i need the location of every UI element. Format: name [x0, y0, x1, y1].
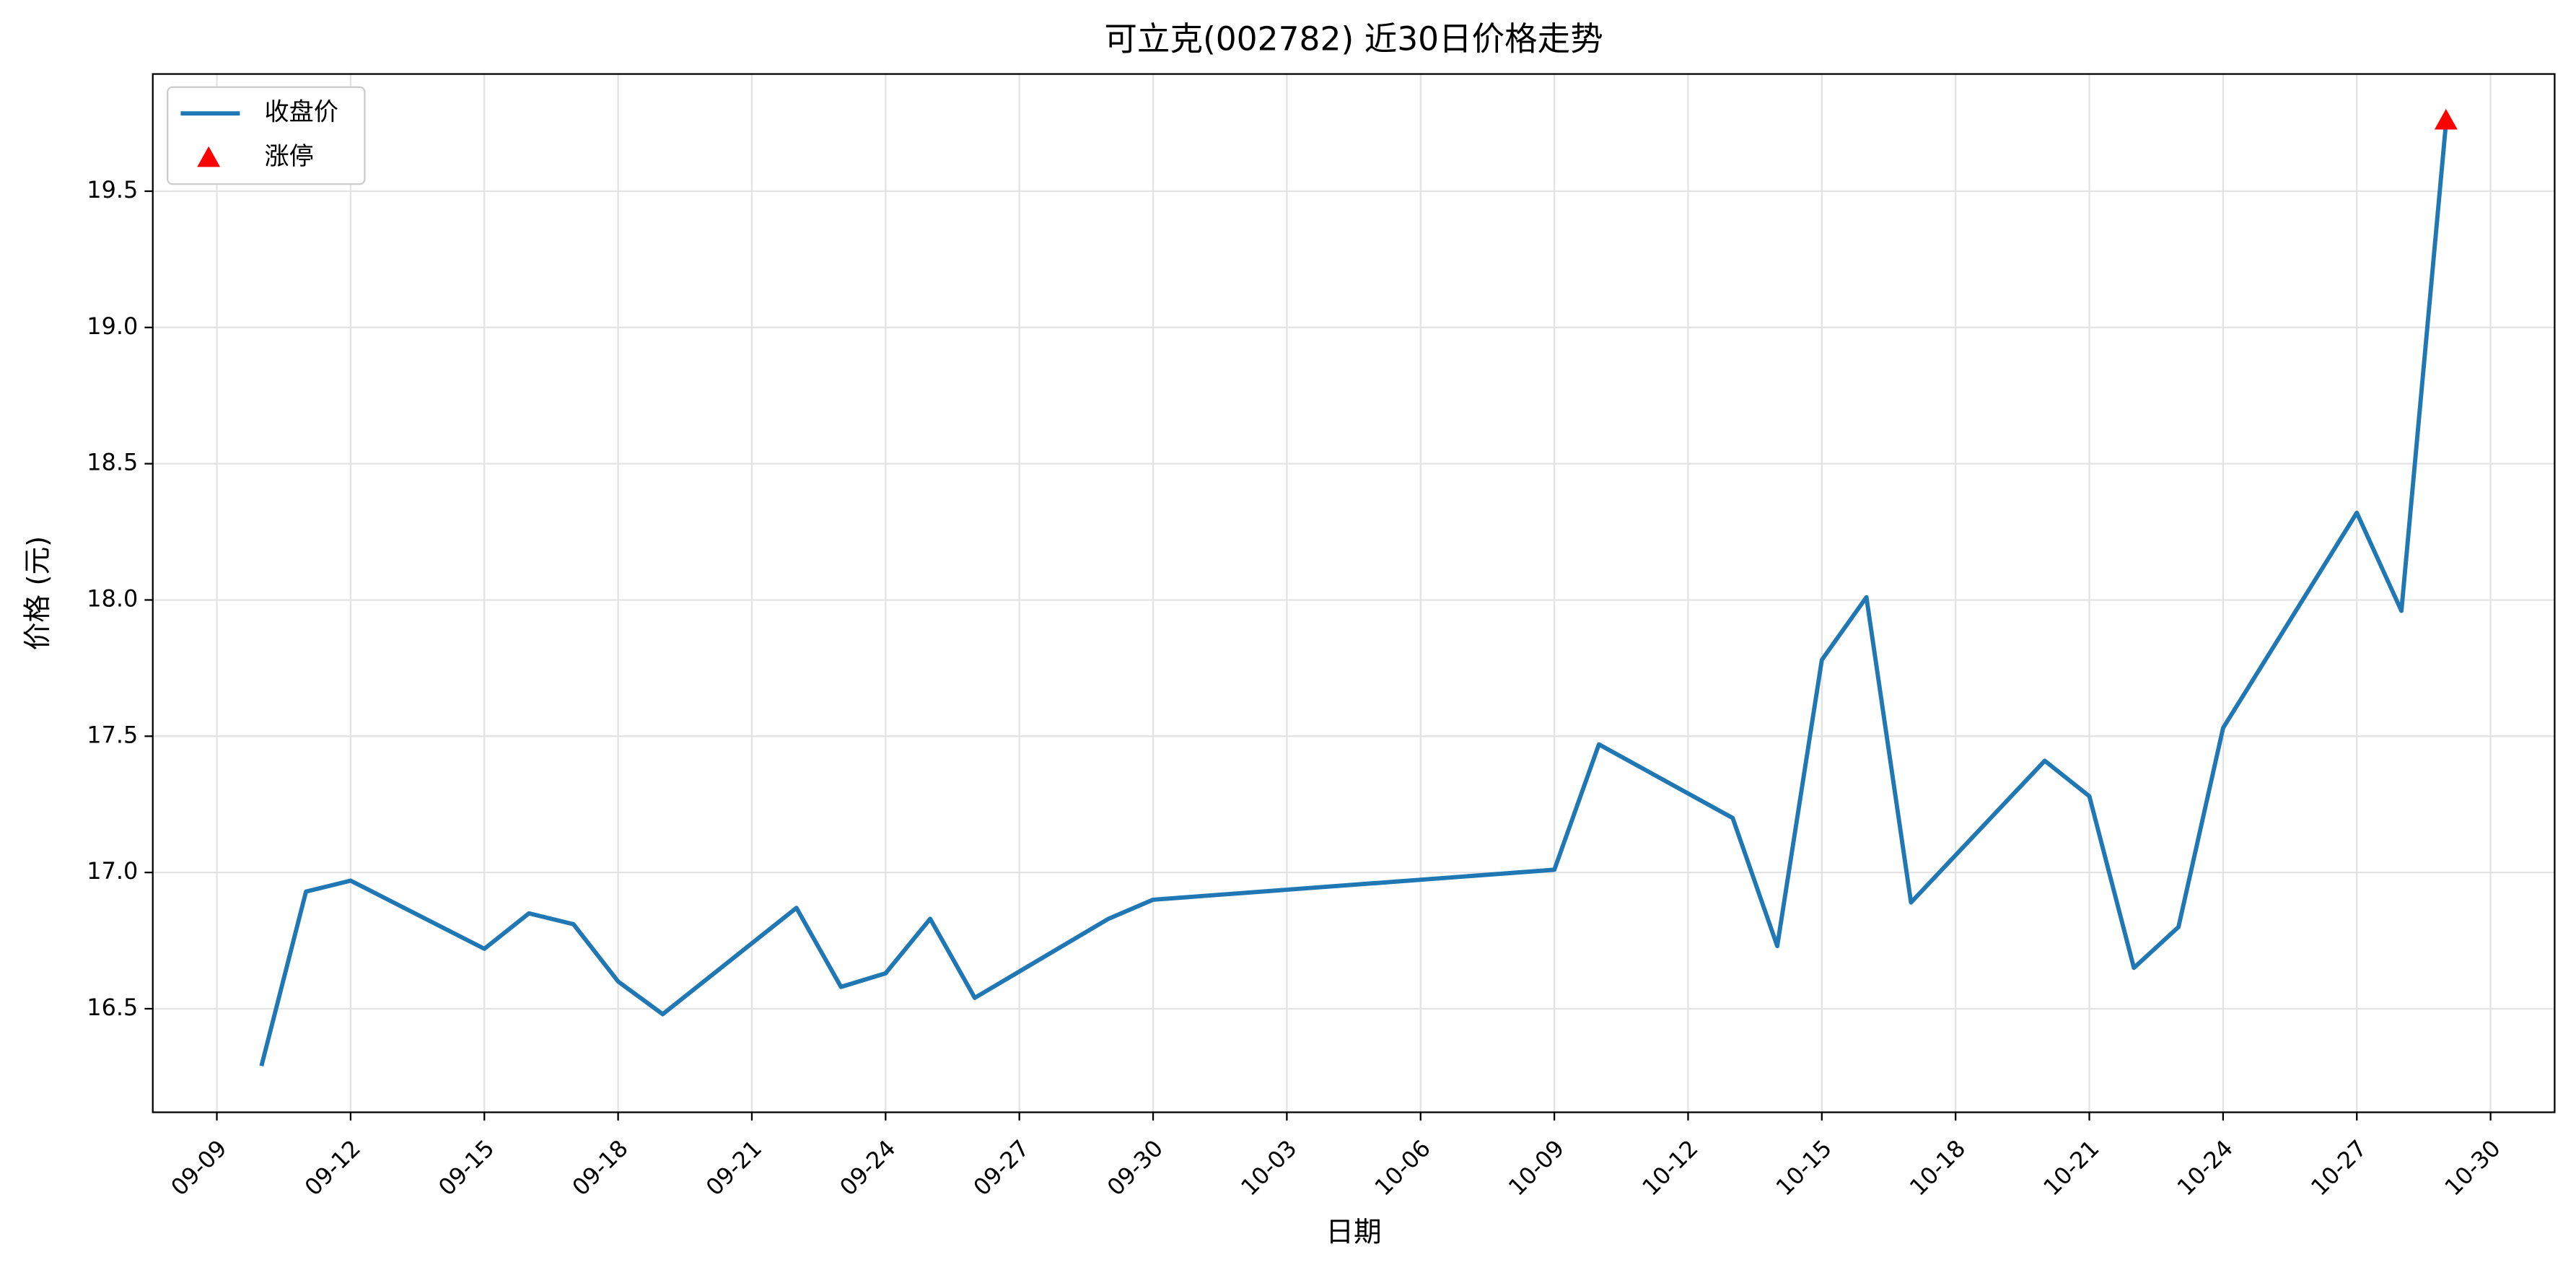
- y-tick-label: 17.0: [87, 857, 138, 885]
- y-tick-label: 18.0: [87, 584, 138, 612]
- price-line: [259, 123, 2448, 1067]
- x-tick-label: 09-12: [299, 1134, 366, 1201]
- x-tick-label: 09-09: [165, 1134, 232, 1201]
- x-tick-label: 09-27: [968, 1134, 1034, 1201]
- x-tick-label: 10-21: [2038, 1134, 2104, 1201]
- x-tick-label: 10-06: [1370, 1134, 1436, 1201]
- x-tick-label: 09-24: [834, 1134, 901, 1201]
- x-tick-label: 10-27: [2305, 1134, 2372, 1201]
- x-tick-label: 09-15: [433, 1134, 499, 1201]
- y-tick-label: 16.5: [87, 994, 138, 1021]
- y-tick-label: 18.5: [87, 449, 138, 476]
- x-tick-label: 09-18: [566, 1134, 633, 1201]
- x-tick-label: 10-24: [2172, 1134, 2238, 1201]
- x-tick-label: 09-30: [1102, 1134, 1168, 1201]
- plot-frame: [152, 73, 2556, 1113]
- x-tick-label: 10-30: [2439, 1134, 2505, 1201]
- legend-label: 收盘价: [265, 98, 338, 127]
- x-axis-label: 日期: [1326, 1216, 1381, 1248]
- legend-label: 涨停: [265, 142, 314, 171]
- legend-marker: [197, 146, 221, 167]
- y-axis-label: 价格 (元): [22, 536, 54, 651]
- x-tick-label: 10-09: [1503, 1134, 1569, 1201]
- y-tick-label: 19.0: [87, 312, 138, 340]
- y-tick-label: 19.5: [87, 176, 138, 203]
- chart-title: 可立克(002782) 近30日价格走势: [1104, 20, 1603, 58]
- y-tick-label: 17.5: [87, 721, 138, 748]
- x-tick-label: 10-03: [1235, 1134, 1302, 1201]
- x-tick-label: 10-18: [1904, 1134, 1971, 1201]
- x-tick-label: 09-21: [701, 1134, 767, 1201]
- x-tick-label: 10-15: [1771, 1134, 1837, 1201]
- limit-up-marker: [2434, 108, 2458, 130]
- x-tick-label: 10-12: [1637, 1134, 1703, 1201]
